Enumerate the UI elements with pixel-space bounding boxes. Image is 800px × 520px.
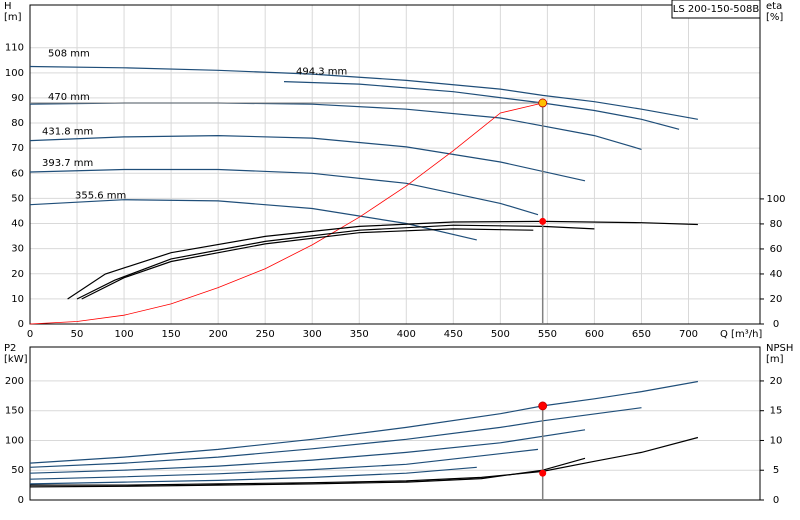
curve-label: 494.3 mm	[296, 67, 347, 78]
curve-label: 470 mm	[48, 92, 90, 103]
x-axis-label: Q [m³/h]	[720, 329, 762, 340]
y-axis-label: [m]	[4, 12, 22, 23]
y-tick-label: 70	[11, 143, 24, 154]
curve	[67, 220, 698, 300]
curve	[29, 102, 543, 325]
y2-tick-label: 5	[773, 465, 779, 476]
curve	[29, 168, 539, 216]
y2-tick-label: 0	[773, 319, 779, 330]
x-tick-label: 550	[538, 329, 557, 340]
y-axis-label: H	[4, 1, 12, 12]
x-tick-label: 400	[397, 329, 416, 340]
duty-point	[538, 98, 548, 108]
y2-axis-label: eta	[766, 1, 782, 12]
x-tick-label: 350	[350, 329, 369, 340]
y2-tick-label: 40	[770, 269, 783, 280]
y-tick-label: 80	[11, 118, 24, 129]
title-box	[671, 0, 761, 19]
y-tick-label: 0	[18, 495, 24, 506]
x-tick-label: 300	[303, 329, 322, 340]
x-tick-label: 450	[444, 329, 463, 340]
y2-tick-label: 100	[766, 194, 785, 205]
plot-frame	[29, 4, 761, 325]
x-tick-label: 600	[585, 329, 604, 340]
y-tick-label: 50	[11, 193, 24, 204]
x-tick-label: 650	[632, 329, 651, 340]
curve	[81, 228, 534, 300]
y2-tick-label: 0	[773, 495, 779, 506]
curve	[29, 466, 477, 485]
x-tick-label: 50	[71, 329, 84, 340]
curve	[29, 134, 586, 182]
y2-axis-label: [m]	[766, 354, 784, 365]
x-tick-label: 500	[491, 329, 510, 340]
chart-title: LS 200-150-508B	[673, 4, 760, 15]
curve	[30, 436, 699, 486]
curve	[29, 457, 586, 488]
y-tick-label: 100	[5, 435, 24, 446]
duty-point-2	[539, 217, 547, 225]
y-tick-label: 100	[5, 68, 24, 79]
curve	[29, 199, 477, 241]
y-axis-label: [kW]	[4, 354, 28, 365]
y2-tick-label: 10	[770, 435, 783, 446]
y-tick-label: 60	[11, 168, 24, 179]
x-tick-label: 150	[162, 329, 181, 340]
y-tick-label: 200	[5, 376, 24, 387]
curve	[76, 224, 595, 300]
y-tick-label: 20	[11, 269, 24, 280]
x-tick-label: 200	[209, 329, 228, 340]
y-tick-label: 150	[5, 406, 24, 417]
x-tick-label: 0	[27, 329, 33, 340]
curve	[29, 429, 586, 474]
curve	[29, 448, 539, 480]
y2-tick-label: 80	[770, 219, 783, 230]
y-tick-label: 90	[11, 93, 24, 104]
y-tick-label: 0	[18, 319, 24, 330]
curve-label: 355.6 mm	[75, 191, 126, 202]
y2-tick-label: 20	[770, 294, 783, 305]
curve	[29, 407, 642, 468]
curve-label: 508 mm	[48, 49, 90, 60]
duty-point-2	[539, 469, 547, 477]
x-tick-label: 700	[679, 329, 698, 340]
curve	[29, 65, 699, 120]
y2-axis-label: NPSH	[766, 343, 793, 354]
curve-label: 393.7 mm	[42, 158, 93, 169]
y-tick-label: 50	[11, 465, 24, 476]
curve	[29, 380, 699, 464]
x-tick-label: 100	[115, 329, 134, 340]
y-tick-label: 10	[11, 294, 24, 305]
duty-point	[538, 401, 548, 411]
y2-tick-label: 20	[770, 376, 783, 387]
curve-label: 431.8 mm	[42, 127, 93, 138]
y-tick-label: 110	[5, 43, 24, 54]
x-tick-label: 250	[256, 329, 275, 340]
y-axis-label: P2	[4, 343, 16, 354]
y2-axis-label: [%]	[766, 12, 783, 23]
y2-tick-label: 60	[770, 244, 783, 255]
y-tick-label: 40	[11, 219, 24, 230]
plot-frame	[29, 346, 761, 501]
y2-tick-label: 15	[770, 406, 783, 417]
y-tick-label: 30	[11, 244, 24, 255]
